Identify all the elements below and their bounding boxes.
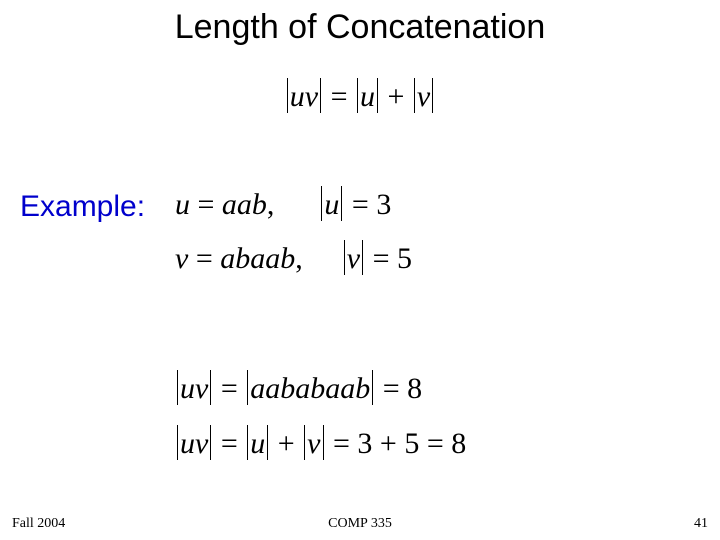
bar-icon — [247, 370, 248, 405]
str-abaab: abaab — [220, 242, 295, 275]
equals-sign: = — [352, 188, 369, 221]
bar-icon — [321, 186, 322, 221]
slide-title: Length of Concatenation — [0, 8, 720, 47]
plus-sign: + — [388, 80, 405, 113]
var-u: u — [360, 80, 375, 113]
bar-icon — [344, 240, 345, 275]
num-8: 8 — [451, 427, 466, 460]
var-v: v — [417, 80, 430, 113]
footer-center: COMP 335 — [0, 516, 720, 532]
example-line-3: uv = aababaab = 8 — [175, 370, 422, 406]
num-3: 3 — [376, 188, 391, 221]
bar-icon — [362, 240, 363, 275]
str-aababaab: aababaab — [250, 372, 370, 405]
equals-sign: = — [221, 372, 238, 405]
equals-sign: = — [383, 372, 400, 405]
bar-icon — [287, 78, 288, 113]
equals-sign: = — [196, 242, 213, 275]
var-v: v — [175, 242, 188, 275]
var-u: u — [175, 188, 190, 221]
equals-sign: = — [427, 427, 444, 460]
var-v: v — [307, 427, 320, 460]
example-label: Example: — [20, 190, 145, 224]
bar-icon — [377, 78, 378, 113]
bar-icon — [177, 425, 178, 460]
comma: , — [267, 188, 275, 221]
bar-icon — [372, 370, 373, 405]
example-line-2: v = abaab, v = 5 — [175, 240, 412, 276]
num-8: 8 — [407, 372, 422, 405]
bar-icon — [357, 78, 358, 113]
main-formula: uv = u + v — [0, 78, 720, 114]
equals-sign: = — [373, 242, 390, 275]
var-v: v — [347, 242, 360, 275]
num-3: 3 — [357, 427, 372, 460]
var-u: u — [250, 427, 265, 460]
plus-sign: + — [380, 427, 397, 460]
bar-icon — [432, 78, 433, 113]
equals-sign: = — [333, 427, 350, 460]
num-5: 5 — [404, 427, 419, 460]
var-u: u — [324, 188, 339, 221]
plus-sign: + — [278, 427, 295, 460]
comma: , — [295, 242, 303, 275]
bar-icon — [414, 78, 415, 113]
equals-sign: = — [221, 427, 238, 460]
bar-icon — [210, 425, 211, 460]
example-line-4: uv = u + v = 3 + 5 = 8 — [175, 425, 466, 461]
bar-icon — [341, 186, 342, 221]
bar-icon — [210, 370, 211, 405]
equals-sign: = — [198, 188, 215, 221]
var-uv: uv — [180, 372, 208, 405]
bar-icon — [304, 425, 305, 460]
bar-icon — [323, 425, 324, 460]
num-5: 5 — [397, 242, 412, 275]
bar-icon — [267, 425, 268, 460]
var-uv: uv — [180, 427, 208, 460]
footer-right: 41 — [694, 516, 708, 532]
bar-icon — [177, 370, 178, 405]
var-uv: uv — [290, 80, 318, 113]
slide: Length of Concatenation uv = u + v Examp… — [0, 0, 720, 540]
bar-icon — [247, 425, 248, 460]
str-aab: aab — [222, 188, 267, 221]
equals-sign: = — [331, 80, 348, 113]
example-line-1: u = aab, u = 3 — [175, 186, 391, 222]
bar-icon — [320, 78, 321, 113]
